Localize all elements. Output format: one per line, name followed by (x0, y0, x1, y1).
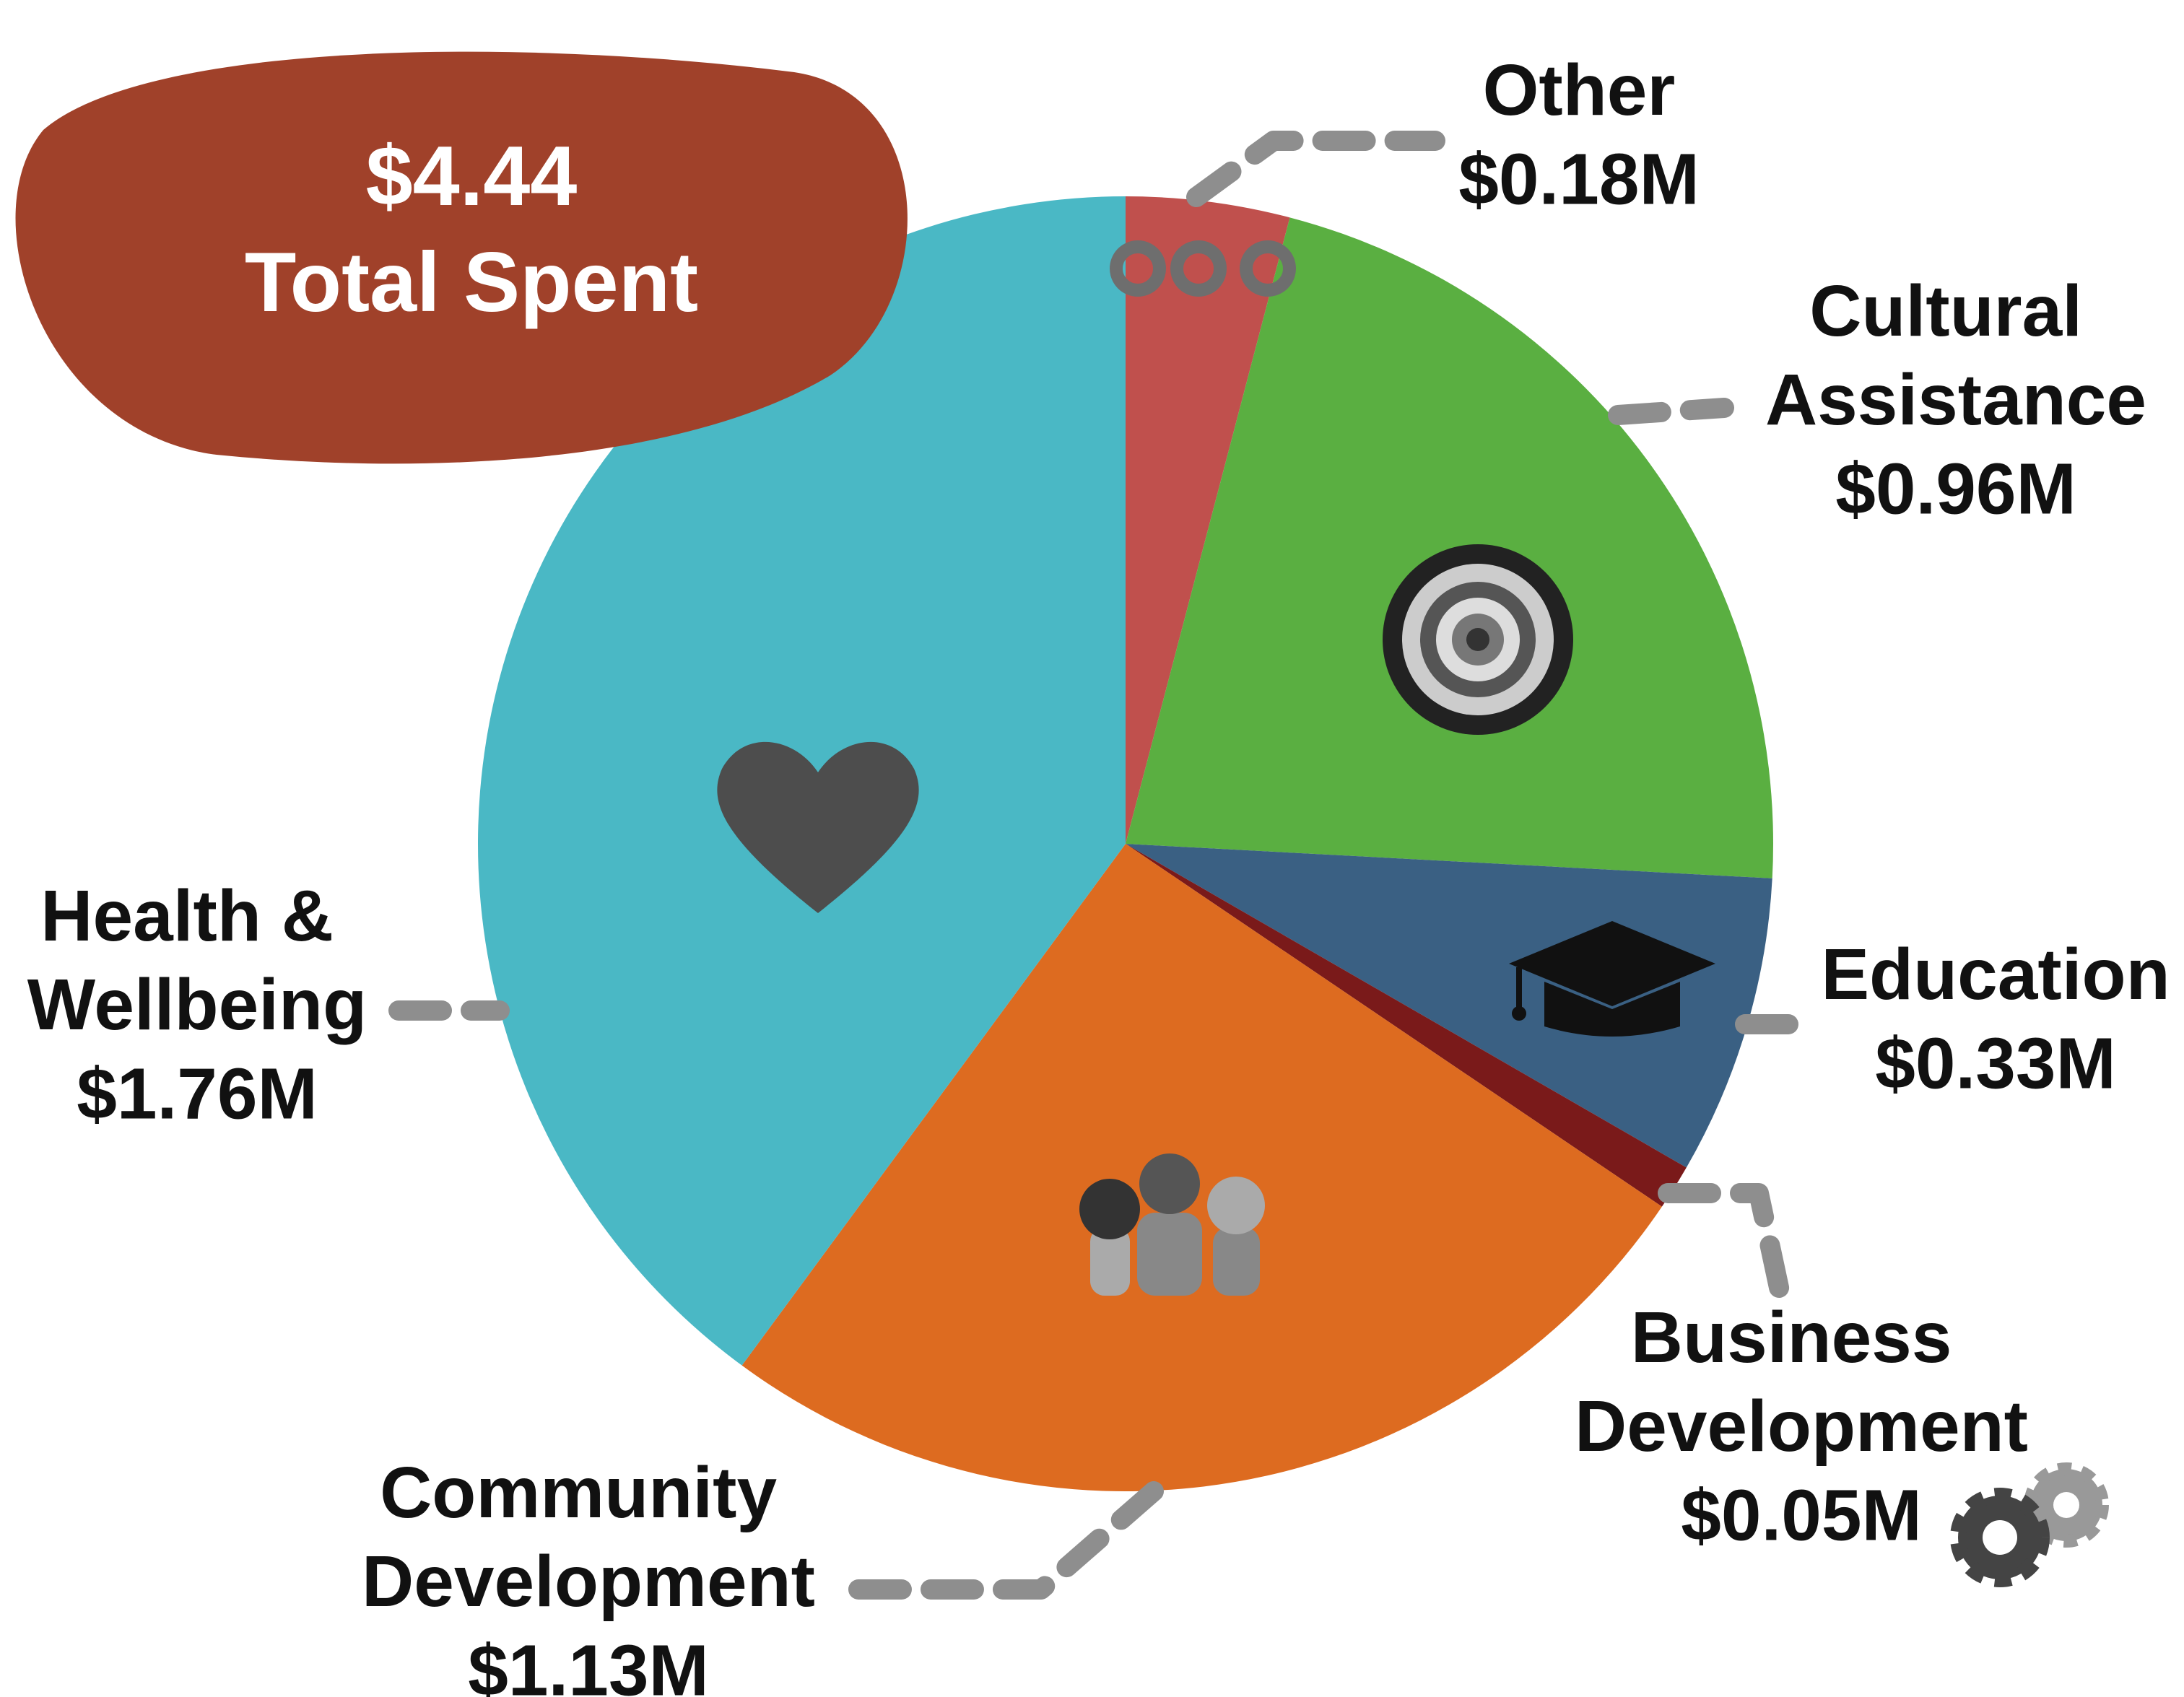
category-label: Other (1483, 50, 1676, 131)
total-value: $4.44 (366, 128, 578, 223)
icon-target (1383, 544, 1573, 735)
chart: $4.44 Total Spent Other$0.18M Cultural As… (0, 0, 2184, 1697)
value-label: $0.96M (1835, 448, 2076, 529)
leader-line (844, 1491, 1154, 1589)
category-label: Business Development (1575, 1297, 2028, 1467)
category-label: Health & Wellbeing (27, 876, 367, 1045)
category-label: Education (1821, 934, 2170, 1015)
leader-line (1668, 1193, 1780, 1294)
value-label: $0.18M (1458, 139, 1700, 219)
category-label: Cultural Assistance (1765, 271, 2146, 440)
value-label: $0.33M (1875, 1023, 2116, 1104)
value-label: $0.05M (1681, 1475, 1922, 1556)
leader-line (1618, 408, 1724, 415)
leader-line (1196, 141, 1435, 197)
value-label: $1.76M (77, 1053, 318, 1134)
category-label: Community Development (362, 1452, 815, 1622)
value-label: $1.13M (468, 1630, 709, 1697)
icon-gears (1958, 1469, 2102, 1579)
total-caption: Total Spent (245, 235, 698, 329)
